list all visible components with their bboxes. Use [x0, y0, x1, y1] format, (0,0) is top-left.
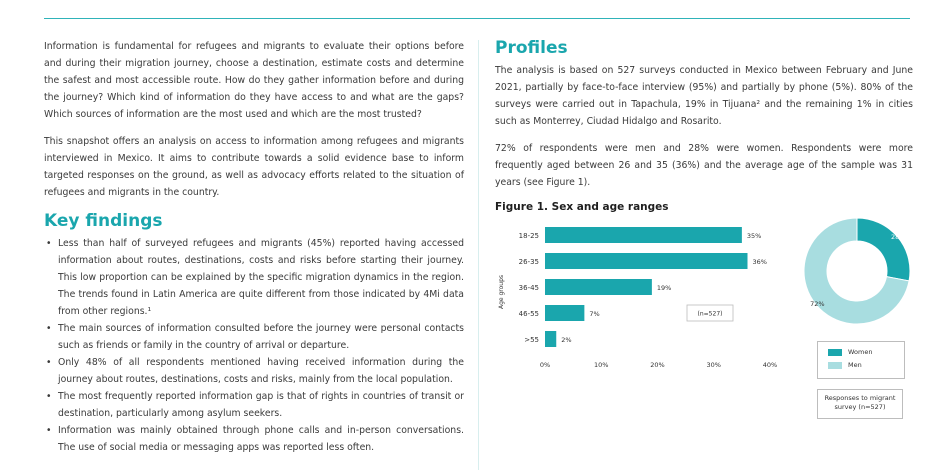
bar: [545, 253, 748, 269]
left-column: Information is fundamental for refugees …: [44, 38, 464, 456]
figure-1: 18-25 35% 26-35 36% 36-45 19% 46-55 7% >55 2% 0% 10…: [495, 217, 913, 419]
slice-value-label: 72%: [810, 300, 824, 308]
top-rule: [44, 18, 910, 19]
list-item: Only 48% of all respondents mentioned ha…: [46, 354, 464, 388]
intro-paragraph-1: Information is fundamental for refugees …: [44, 41, 464, 120]
right-column: Profiles The analysis is based on 527 su…: [495, 38, 913, 419]
list-item: Information was mainly obtained through …: [46, 422, 464, 456]
bar-value-label: 19%: [657, 284, 671, 292]
donut-slice-men: [803, 217, 910, 325]
bar: [545, 305, 585, 321]
bar: [545, 279, 652, 295]
key-findings-list: Less than half of surveyed refugees and …: [44, 235, 464, 456]
y-tick-label: 46-55: [519, 310, 539, 318]
slice-value-label: 28%: [891, 233, 905, 241]
profiles-paragraph-1: The analysis is based on 527 surveys con…: [495, 65, 913, 127]
legend-label: Men: [848, 361, 862, 369]
sample-size-box: [686, 304, 734, 322]
sex-donut-chart: 28% 72%: [803, 217, 911, 325]
legend-swatch-women: [828, 348, 842, 356]
donut-slice-women: [856, 217, 911, 282]
key-findings-heading: Key findings: [44, 211, 163, 231]
bar: [545, 227, 742, 243]
figure-title: Figure 1. Sex and age ranges: [495, 201, 669, 213]
x-tick-label: 10%: [594, 361, 608, 369]
x-tick-label: 20%: [650, 361, 664, 369]
y-tick-label: 18-25: [519, 232, 539, 240]
sample-size-annotation: (n=527): [698, 311, 723, 318]
donut-legend: Women Men: [817, 341, 905, 379]
bar: [545, 331, 557, 347]
column-divider: [478, 40, 479, 470]
x-tick-label: 30%: [707, 361, 721, 369]
bar-value-label: 36%: [753, 258, 767, 266]
legend-item-women: Women: [828, 348, 872, 356]
legend-item-men: Men: [828, 361, 862, 369]
y-tick-label: 36-45: [519, 284, 539, 292]
x-tick-label: 40%: [763, 361, 777, 369]
list-item: The main sources of information consulte…: [46, 320, 464, 354]
y-tick-label: 26-35: [519, 258, 539, 266]
survey-note: Responses to migrant survey (n=527): [817, 389, 903, 419]
list-item: The most frequently reported information…: [46, 388, 464, 422]
legend-label: Women: [848, 348, 873, 356]
bar-value-label: 35%: [747, 232, 761, 240]
x-tick-label: 0%: [540, 361, 550, 369]
profiles-paragraph-2: 72% of respondents were men and 28% were…: [495, 143, 913, 188]
legend-swatch-men: [828, 361, 842, 369]
bar-value-label: 2%: [561, 336, 571, 344]
y-axis-label: Age groups: [498, 275, 505, 309]
y-tick-label: >55: [524, 336, 539, 344]
intro-paragraph-2: This snapshot offers an analysis on acce…: [44, 136, 464, 198]
profiles-heading: Profiles: [495, 38, 568, 58]
bar-value-label: 7%: [589, 310, 599, 318]
list-item: Less than half of surveyed refugees and …: [46, 235, 464, 320]
age-bar-chart: 18-25 35% 26-35 36% 36-45 19% 46-55 7% >55 2% 0% 10…: [498, 227, 777, 369]
